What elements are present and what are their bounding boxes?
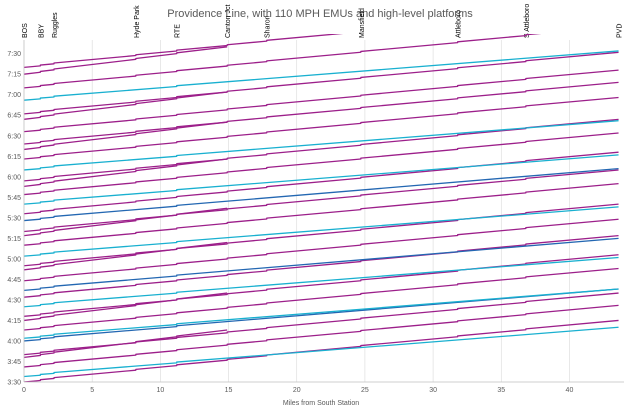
x-tick-label: 0	[22, 387, 26, 394]
x-axis-label: Miles from South Station	[283, 400, 359, 407]
station-label: BBY	[38, 24, 45, 38]
train-path	[24, 329, 228, 359]
train-path	[24, 234, 619, 298]
x-tick-label: 20	[293, 387, 301, 394]
x-tick-label: 10	[156, 387, 164, 394]
train-path	[24, 50, 619, 101]
train-path	[24, 182, 619, 246]
x-tick-label: 25	[361, 387, 369, 394]
x-tick-label: 15	[225, 387, 233, 394]
station-label: Attleboro	[456, 10, 463, 38]
train-path	[24, 154, 619, 205]
station-label: Ruggles	[52, 12, 59, 38]
station-label: PVD	[617, 24, 624, 38]
train-path	[24, 288, 619, 339]
y-tick-label: 4:30	[7, 297, 21, 304]
y-tick-label: 6:00	[7, 174, 21, 181]
train-path	[24, 206, 619, 257]
y-tick-label: 7:30	[7, 51, 21, 58]
station-labels: BOS BBY Ruggles Hyde Park RTE Canton Jct Sharo…	[22, 4, 624, 38]
station-label: Mansfield	[359, 8, 366, 38]
station-label: RTE	[175, 24, 182, 38]
train-path	[24, 326, 619, 378]
x-tick-label: 35	[497, 387, 505, 394]
train-paths	[24, 34, 619, 382]
train-path	[24, 292, 619, 356]
x-tick-label: 30	[429, 387, 437, 394]
station-label: Hyde Park	[134, 5, 141, 38]
y-tick-label: 5:45	[7, 195, 21, 202]
grid-lines	[91, 40, 570, 382]
train-path	[24, 158, 228, 188]
train-path	[24, 169, 619, 233]
train-path	[24, 267, 619, 331]
x-tick-label: 40	[566, 387, 574, 394]
y-tick-label: 4:45	[7, 277, 21, 284]
train-path	[24, 34, 344, 69]
y-tick-label: 4:15	[7, 318, 21, 325]
axes: 0 5 10 15 20 25 30 35 40 3:30 3:45 4:00 4:15 4:30 4:45…	[7, 40, 624, 394]
train-path	[24, 121, 228, 151]
y-tick-label: 5:30	[7, 215, 21, 222]
y-tick-label: 5:15	[7, 236, 21, 243]
station-label: BOS	[22, 23, 29, 38]
train-path	[24, 237, 619, 291]
train-path	[24, 256, 619, 308]
train-path	[24, 96, 619, 160]
train-path	[24, 319, 619, 382]
station-label: Canton Jct	[225, 4, 232, 38]
y-tick-label: 3:45	[7, 359, 21, 366]
train-path	[24, 218, 619, 282]
train-path	[24, 91, 228, 120]
y-tick-label: 6:30	[7, 133, 21, 140]
train-path	[24, 81, 619, 145]
station-label: Sharon	[265, 15, 272, 38]
y-tick-label: 7:00	[7, 92, 21, 99]
y-tick-label: 5:00	[7, 256, 21, 263]
train-path	[24, 46, 228, 75]
x-tick-label: 5	[90, 387, 94, 394]
station-label: S Attleboro	[524, 4, 531, 38]
y-tick-label: 3:30	[7, 380, 21, 387]
train-path	[24, 288, 619, 342]
train-path	[24, 304, 619, 368]
train-path	[24, 132, 619, 196]
y-tick-label: 6:45	[7, 113, 21, 120]
train-path	[24, 34, 542, 89]
train-path	[24, 167, 619, 222]
y-tick-label: 6:15	[7, 154, 21, 161]
train-path	[24, 69, 619, 133]
train-path	[24, 120, 619, 171]
y-tick-label: 4:00	[7, 338, 21, 345]
chart-title: Providence Line, with 110 MPH EMUs and h…	[167, 8, 473, 20]
train-path	[24, 118, 619, 182]
y-tick-label: 7:15	[7, 72, 21, 79]
train-path	[24, 51, 619, 115]
